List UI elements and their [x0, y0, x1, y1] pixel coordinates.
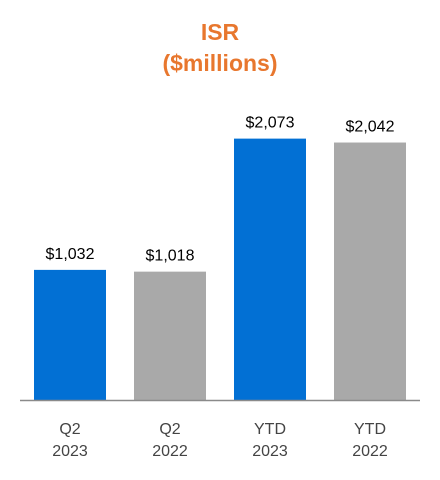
category-period: Q2	[159, 421, 181, 438]
bar-0	[34, 269, 106, 400]
category-period: YTD	[254, 421, 286, 438]
category-label-0: Q2 2023	[20, 419, 120, 463]
category-label-3: YTD 2022	[320, 419, 420, 463]
bar-2	[234, 138, 306, 400]
category-year: 2022	[352, 443, 388, 460]
value-label-0: $1,032	[46, 246, 95, 263]
chart-title: ISR	[200, 19, 240, 45]
category-year: 2023	[252, 443, 288, 460]
category-period: YTD	[354, 421, 386, 438]
value-label-2: $2,073	[246, 115, 295, 132]
category-label-2: YTD 2023	[220, 419, 320, 463]
bar-1	[134, 271, 206, 400]
category-label-1: Q2 2022	[120, 419, 220, 463]
chart-subtitle: ($millions)	[162, 50, 278, 76]
value-label-1: $1,018	[146, 248, 195, 265]
bar-3	[334, 142, 406, 400]
category-year: 2023	[52, 443, 88, 460]
category-period: Q2	[59, 421, 81, 438]
value-label-3: $2,042	[346, 119, 395, 136]
category-year: 2022	[152, 443, 188, 460]
